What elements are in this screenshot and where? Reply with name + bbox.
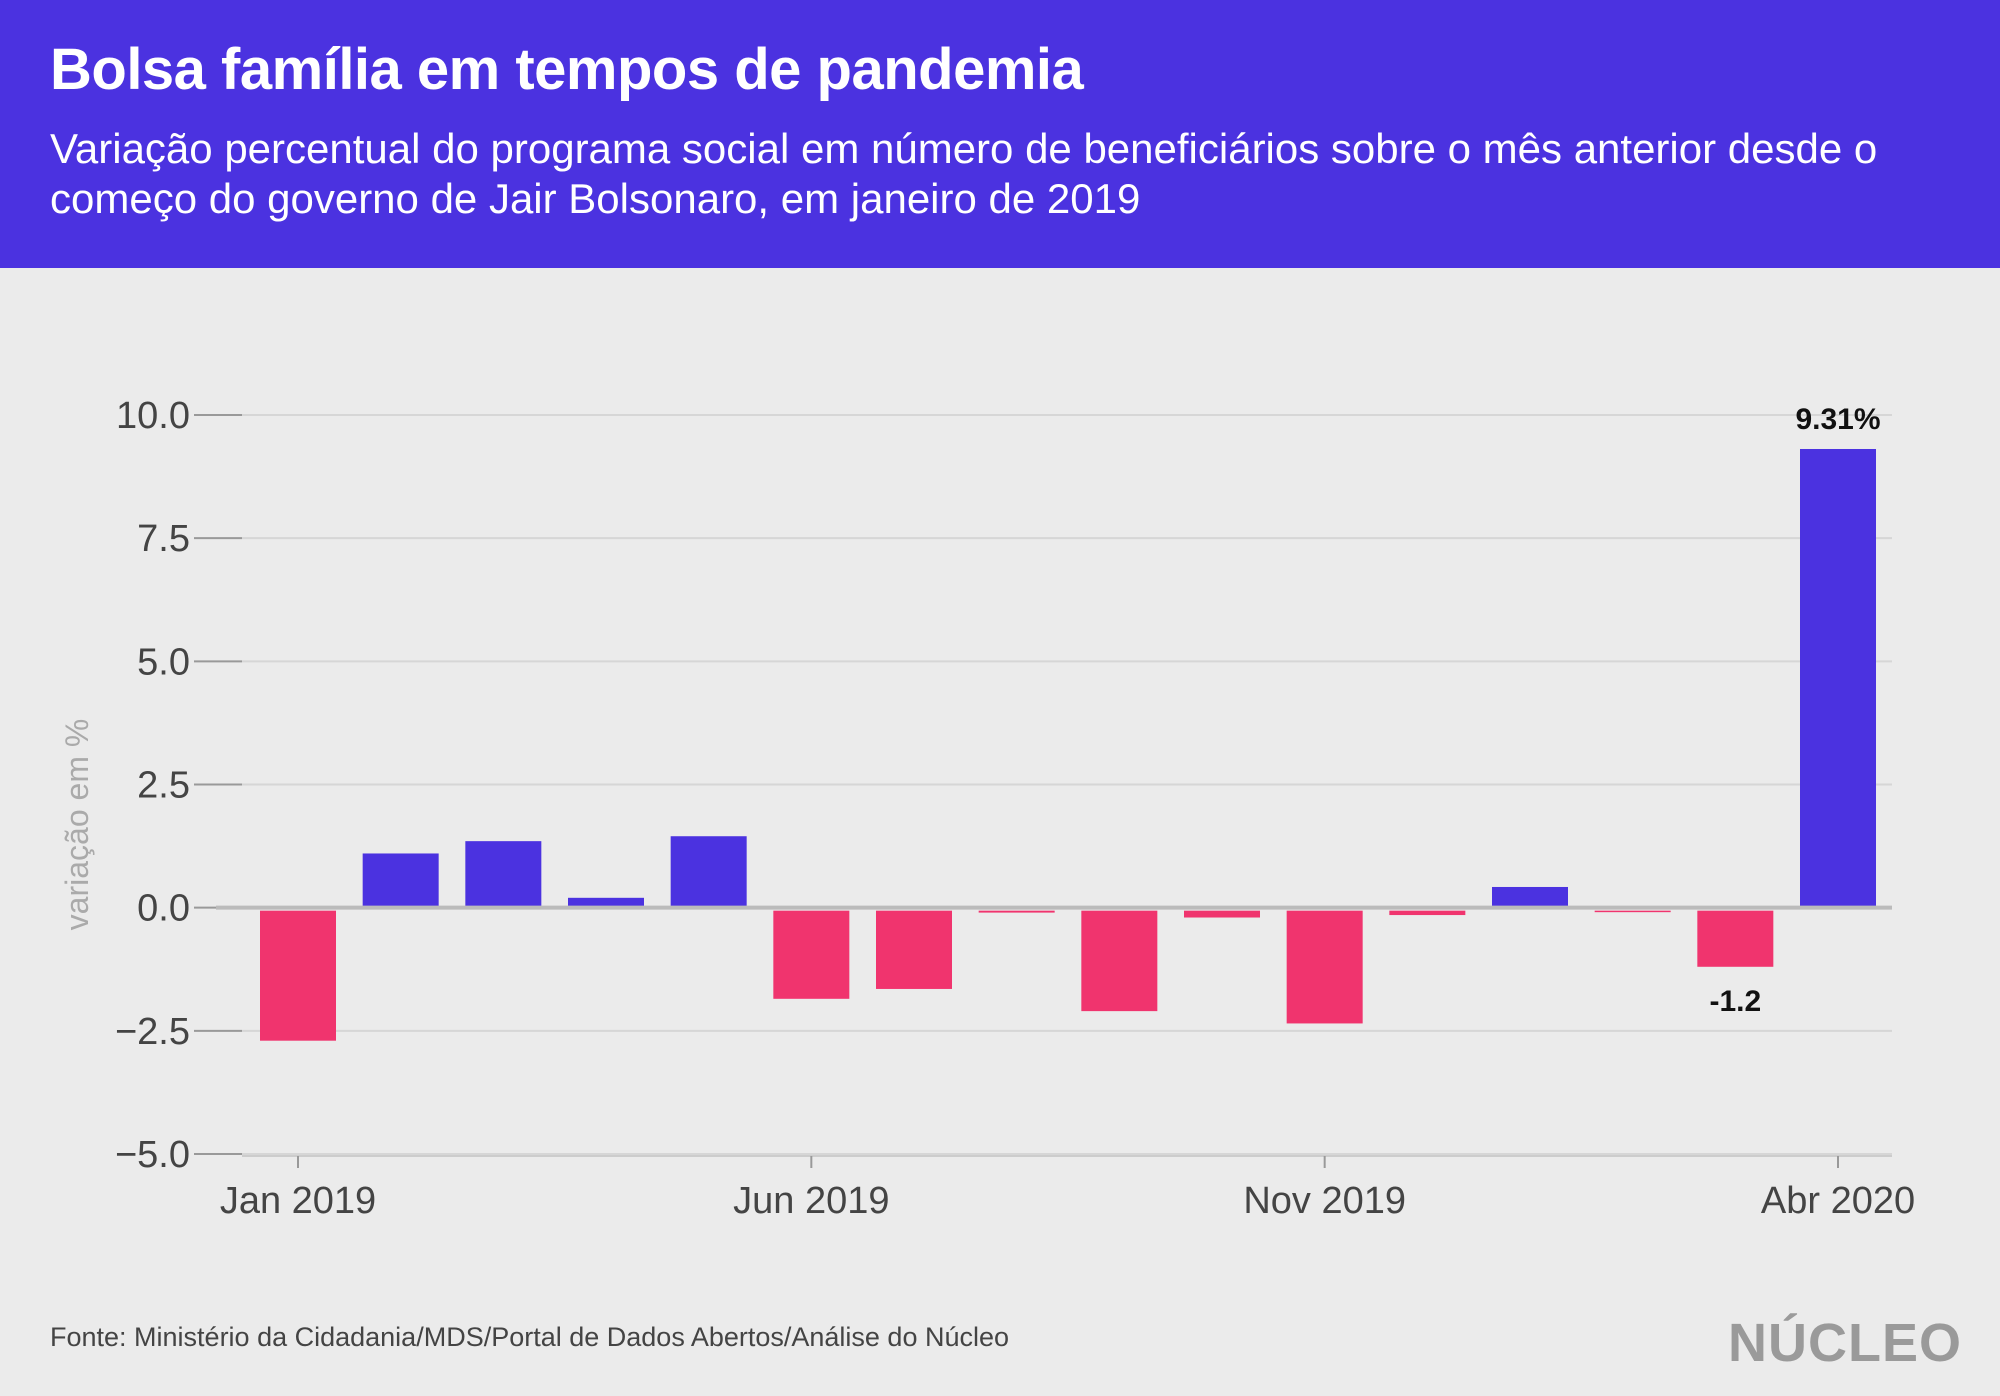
nucleo-logo: NÚCLEO [1728,1313,1962,1373]
bar-abr-2019 [568,897,644,908]
bar-mar-2020 [1697,910,1774,967]
data-label: -1.2 [1709,985,1761,1018]
x-tick-label: Jun 2019 [733,1180,889,1222]
bar-out-2019 [1184,910,1260,918]
header-banner: Bolsa família em tempos de pandemia Vari… [0,0,2000,268]
chart-subtitle: Variação percentual do programa social e… [50,125,1878,222]
bar-mar-2019 [465,841,542,908]
x-tick-label: Abr 2020 [1761,1180,1915,1222]
bar-set-2019 [1081,910,1158,1012]
chart-title: Bolsa família em tempos de pandemia [50,37,1084,102]
y-tick-label: 10.0 [116,395,190,437]
y-tick-label: 7.5 [137,518,190,560]
bar-jan-2020 [1492,886,1568,908]
bar-jun-2019 [773,910,850,999]
y-tick-label: 2.5 [137,765,190,807]
bar-mai-2019 [670,836,747,908]
y-axis-title: variação em % [59,719,95,931]
bar-fev-2020 [1594,910,1671,913]
bar-fev-2019 [362,853,439,908]
bar-abr-2020 [1800,448,1876,908]
bar-dez-2019 [1389,910,1466,916]
bar-chart: 10.0 7.5 5.0 2.5 0.0 −2.5 −5.0 Jan 2019 Jun 2019… [59,395,1915,1222]
bar-ago-2019 [978,910,1055,913]
y-tick-label: 5.0 [137,641,190,683]
label-layer: variação em % 9.31% -1.2 [59,403,1881,1018]
source-note: Fonte: Ministério da Cidadania/MDS/Porta… [50,1322,1010,1352]
y-tick-label: −2.5 [115,1011,190,1053]
y-tick-label: 0.0 [137,888,190,930]
x-tick-label: Nov 2019 [1243,1180,1406,1222]
x-tick-label: Jan 2019 [220,1180,376,1222]
axis-layer: 10.0 7.5 5.0 2.5 0.0 −2.5 −5.0 Jan 2019 Jun 2019… [115,395,1915,1222]
y-tick-label: −5.0 [115,1134,190,1176]
bar-jul-2019 [876,910,952,989]
bars-layer [260,448,1876,1041]
bar-nov-2019 [1286,910,1363,1024]
bar-jan-2019 [260,910,336,1041]
grid-layer [242,414,1892,1155]
data-label: 9.31% [1795,403,1880,436]
